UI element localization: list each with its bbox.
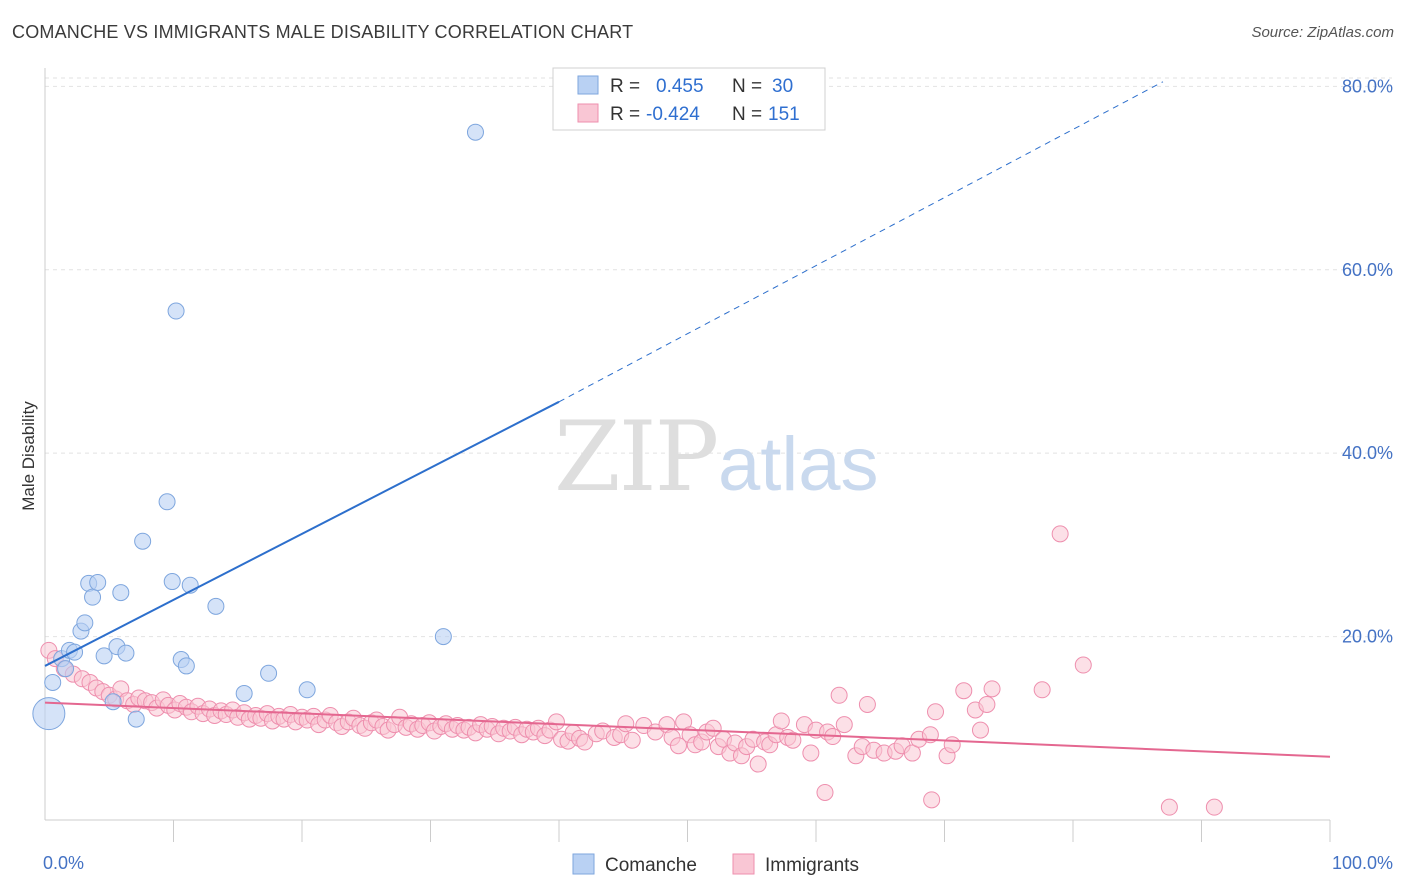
immigrants-point-149	[1074, 656, 1092, 674]
comanche-point-11	[95, 647, 113, 665]
immigrants-point-119	[772, 712, 790, 730]
immigrants-point-142	[955, 682, 973, 700]
immigrants-point-146	[983, 680, 1001, 698]
legend-n-value-immigrants: 151	[768, 104, 800, 125]
y-tick-label-60: 60.0%	[1342, 260, 1393, 280]
comanche-point-14	[112, 584, 130, 602]
comanche-point-22	[177, 657, 195, 675]
y-tick-label-80: 80.0%	[1342, 76, 1393, 96]
immigrants-point-136	[903, 744, 921, 762]
comanche-point-28	[434, 628, 452, 646]
legend-swatch-immigrants	[577, 103, 599, 123]
comanche-point-27	[298, 681, 316, 699]
immigrants-point-144	[971, 721, 989, 739]
comanche-point-12	[104, 693, 122, 711]
immigrants-point-138	[921, 726, 939, 744]
immigrants-point-141	[943, 736, 961, 754]
comanche-point-9	[84, 588, 102, 606]
comanche-point-17	[134, 532, 152, 550]
y-tick-label-40: 40.0%	[1342, 443, 1393, 463]
comanche-trendline	[44, 400, 560, 667]
y-tick-labels: 20.0% 40.0% 60.0% 80.0%	[1342, 76, 1393, 646]
immigrants-point-145	[978, 695, 996, 713]
watermark-atlas: atlas	[718, 422, 879, 507]
legend-r-value-immigrants: -0.424	[646, 104, 700, 125]
immigrants-point-148	[1051, 525, 1069, 543]
series-comanche	[32, 123, 484, 731]
watermark: ZIP atlas	[554, 401, 879, 513]
trendlines	[44, 81, 1331, 758]
source-note: Source: ZipAtlas.com	[1251, 24, 1394, 41]
comanche-point-24	[207, 597, 225, 615]
immigrants-point-121	[784, 731, 802, 749]
comanche-point-5	[66, 643, 84, 661]
y-tick-label-20: 20.0%	[1342, 627, 1393, 647]
comanche-point-20	[167, 302, 185, 320]
chart-title: COMANCHE VS IMMIGRANTS MALE DISABILITY C…	[12, 22, 634, 42]
comanche-point-0	[32, 697, 66, 731]
immigrants-point-131	[858, 695, 876, 713]
immigrants-point-151	[923, 791, 941, 809]
comanche-point-26	[260, 664, 278, 682]
immigrants-point-90	[576, 733, 594, 751]
comanche-point-1	[44, 673, 62, 691]
legend-n-label-immigrants: N =	[732, 104, 762, 125]
series-immigrants	[40, 525, 1223, 816]
bottom-legend-swatch-comanche	[572, 853, 595, 875]
comanche-point-10	[89, 573, 107, 591]
legend-r-value-comanche: 0.455	[656, 76, 704, 97]
immigrants-point-95	[617, 715, 635, 733]
immigrants-point-101	[670, 737, 688, 755]
immigrants-trendline	[44, 701, 1331, 758]
bottom-legend-label-comanche: Comanche	[605, 855, 697, 876]
x-tick-labels: 0.0% 100.0%	[43, 853, 1393, 873]
immigrants-point-139	[927, 703, 945, 721]
y-axis-label: Male Disability	[19, 401, 38, 511]
immigrants-point-96	[623, 731, 641, 749]
x-ticks	[173, 820, 1331, 842]
immigrants-point-123	[802, 744, 820, 762]
comanche-point-25	[235, 684, 253, 702]
legend-r-label-comanche: R =	[610, 76, 640, 97]
legend: R = 0.455 N = 30 R = -0.424 N = 151	[552, 67, 826, 131]
x-tick-label-100: 100.0%	[1332, 853, 1393, 873]
legend-n-value-comanche: 30	[772, 76, 793, 97]
comanche-point-7	[76, 614, 94, 632]
watermark-zip: ZIP	[554, 401, 717, 513]
gridlines	[45, 77, 1392, 638]
immigrants-point-147	[1033, 681, 1051, 699]
immigrants-point-107	[704, 719, 722, 737]
immigrants-point-150	[816, 783, 834, 801]
bottom-legend-swatch-immigrants	[732, 853, 755, 875]
x-tick-label-0: 0.0%	[43, 853, 84, 873]
comanche-point-18	[158, 493, 176, 511]
bottom-legend: Comanche Immigrants	[572, 853, 859, 876]
immigrants-point-115	[749, 755, 767, 773]
comanche-point-19	[163, 573, 181, 591]
comanche-point-16	[127, 710, 145, 728]
immigrants-point-128	[835, 716, 853, 734]
comanche-point-3	[57, 660, 75, 678]
legend-n-label-comanche: N =	[732, 76, 762, 97]
immigrants-point-153	[1205, 798, 1223, 816]
comanche-point-15	[117, 644, 135, 662]
legend-swatch-comanche	[577, 75, 599, 95]
comanche-point-29	[466, 123, 484, 141]
bottom-legend-label-immigrants: Immigrants	[765, 855, 859, 876]
immigrants-point-127	[830, 686, 848, 704]
immigrants-point-85	[547, 713, 565, 731]
comanche-trendline-extension	[558, 81, 1164, 403]
immigrants-point-152	[1160, 798, 1178, 816]
legend-r-label-immigrants: R =	[610, 104, 640, 125]
